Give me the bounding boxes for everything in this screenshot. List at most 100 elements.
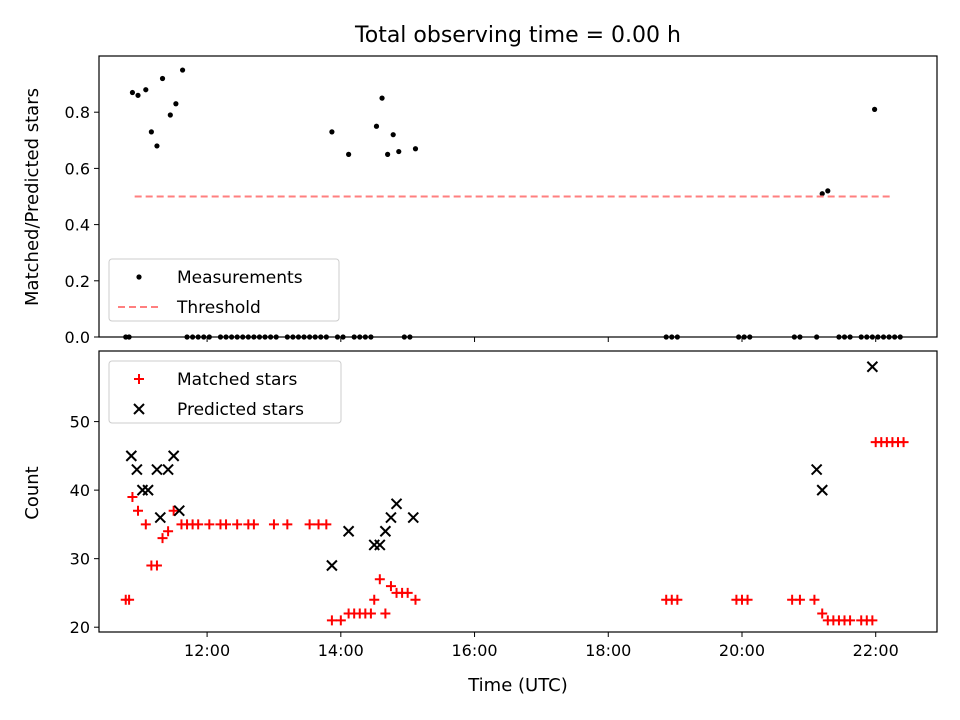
x-tick-label: 20:00 bbox=[719, 641, 765, 660]
matched-star-point bbox=[157, 533, 168, 544]
y-tick-label: 0.0 bbox=[65, 328, 90, 347]
matched-star-point bbox=[410, 594, 421, 605]
legend-label: Threshold bbox=[176, 298, 261, 318]
measurement-point bbox=[669, 334, 675, 340]
legend-marker-predicted bbox=[133, 403, 145, 415]
predicted-star-point bbox=[142, 484, 154, 496]
predicted-star-point bbox=[816, 484, 828, 496]
matched-star-point bbox=[282, 519, 293, 530]
predicted-star-point bbox=[342, 525, 355, 537]
plot-frame bbox=[98, 350, 938, 633]
predicted-star-point bbox=[162, 463, 174, 476]
legend-box bbox=[108, 360, 342, 424]
matched-star-point bbox=[867, 615, 878, 626]
measurement-point bbox=[791, 334, 797, 340]
top-panel: 0.0 0.2 0.4 0.6 0.8 Measurements Threshold bbox=[65, 55, 938, 347]
x-axis-label: Time (UTC) bbox=[467, 675, 568, 696]
measurement-point bbox=[334, 334, 341, 340]
matched-star-point bbox=[127, 491, 138, 502]
measurement-point bbox=[148, 129, 154, 135]
predicted-star-point bbox=[151, 463, 163, 476]
measurement-point bbox=[143, 87, 149, 93]
measurement-point bbox=[251, 334, 257, 340]
matched-star-point bbox=[204, 519, 215, 530]
measurement-point bbox=[396, 148, 402, 155]
y-tick-label: 30 bbox=[70, 550, 90, 569]
predicted-star-point bbox=[866, 361, 879, 373]
matched-star-point bbox=[268, 519, 279, 530]
measurement-point bbox=[195, 334, 201, 340]
matched-star-point bbox=[248, 519, 259, 530]
legend-marker-matched bbox=[134, 374, 144, 384]
measurement-point bbox=[401, 334, 407, 340]
matched-star-point bbox=[845, 615, 856, 626]
y-tick-label: 0.2 bbox=[65, 272, 90, 291]
predicted-star-point bbox=[125, 450, 138, 462]
y-tick-label: 0.6 bbox=[65, 159, 90, 178]
predicted-star-point bbox=[131, 463, 143, 476]
measurement-point bbox=[663, 334, 669, 340]
measurement-point bbox=[825, 188, 831, 194]
legend: Measurements Threshold bbox=[108, 258, 340, 322]
measurement-point bbox=[223, 334, 229, 340]
y-tick-label: 0.8 bbox=[65, 103, 90, 122]
measurement-point bbox=[318, 334, 324, 340]
measurement-point bbox=[167, 112, 173, 118]
bottom-y-axis-label: Count bbox=[22, 466, 43, 519]
measurement-point bbox=[201, 334, 207, 340]
legend-box bbox=[108, 258, 340, 322]
measurement-point bbox=[290, 334, 296, 340]
matched-star-point bbox=[140, 519, 151, 530]
measurement-point bbox=[897, 334, 903, 340]
measurement-point bbox=[892, 334, 898, 340]
measurement-point bbox=[234, 334, 240, 340]
matched-star-point bbox=[133, 505, 144, 516]
measurement-point bbox=[190, 334, 196, 340]
measurement-point bbox=[184, 334, 190, 340]
measurement-point bbox=[379, 95, 385, 101]
legend-marker-measurements bbox=[136, 274, 142, 280]
measurement-point bbox=[284, 334, 290, 340]
y-tick-label: 50 bbox=[70, 413, 90, 432]
measurement-point bbox=[362, 334, 368, 340]
measurement-point bbox=[869, 334, 875, 340]
matched-star-point bbox=[232, 519, 243, 530]
measurement-point bbox=[797, 334, 803, 340]
measurement-point bbox=[229, 334, 235, 340]
measurement-point bbox=[159, 75, 166, 82]
matched-star-point bbox=[124, 594, 135, 605]
measurement-point bbox=[295, 334, 302, 340]
measurement-point bbox=[836, 334, 842, 340]
measurement-point bbox=[179, 67, 186, 73]
predicted-star-point bbox=[326, 559, 338, 572]
measurement-point bbox=[674, 334, 680, 340]
measurement-point bbox=[217, 334, 224, 340]
measurement-point bbox=[357, 334, 363, 340]
matched-star-point bbox=[402, 587, 413, 598]
predicted-star-point bbox=[154, 511, 166, 524]
measurement-point bbox=[173, 101, 179, 107]
legend-label: Matched stars bbox=[177, 370, 297, 390]
measurement-point bbox=[129, 89, 136, 96]
measurement-point bbox=[307, 334, 313, 340]
measurement-point bbox=[741, 334, 747, 340]
measurement-point bbox=[875, 334, 881, 340]
predicted-star-point bbox=[379, 525, 392, 537]
matched-star-point bbox=[365, 608, 376, 619]
measurement-point bbox=[886, 334, 892, 340]
matched-star-point bbox=[385, 581, 396, 592]
top-y-axis-label: Matched/Predicted stars bbox=[22, 88, 43, 306]
measurement-point bbox=[346, 151, 352, 157]
measurement-point bbox=[880, 334, 887, 340]
measurement-point bbox=[268, 334, 274, 340]
measurement-point bbox=[262, 334, 268, 340]
chart-title: Total observing time = 0.00 h bbox=[354, 23, 681, 48]
measurement-point bbox=[329, 129, 335, 135]
x-tick-label: 12:00 bbox=[184, 641, 230, 660]
matched-star-point bbox=[163, 526, 174, 537]
measurement-point bbox=[135, 92, 141, 98]
matched-star-point bbox=[335, 615, 346, 626]
matched-star-point bbox=[168, 505, 179, 516]
measurement-point bbox=[407, 334, 413, 340]
